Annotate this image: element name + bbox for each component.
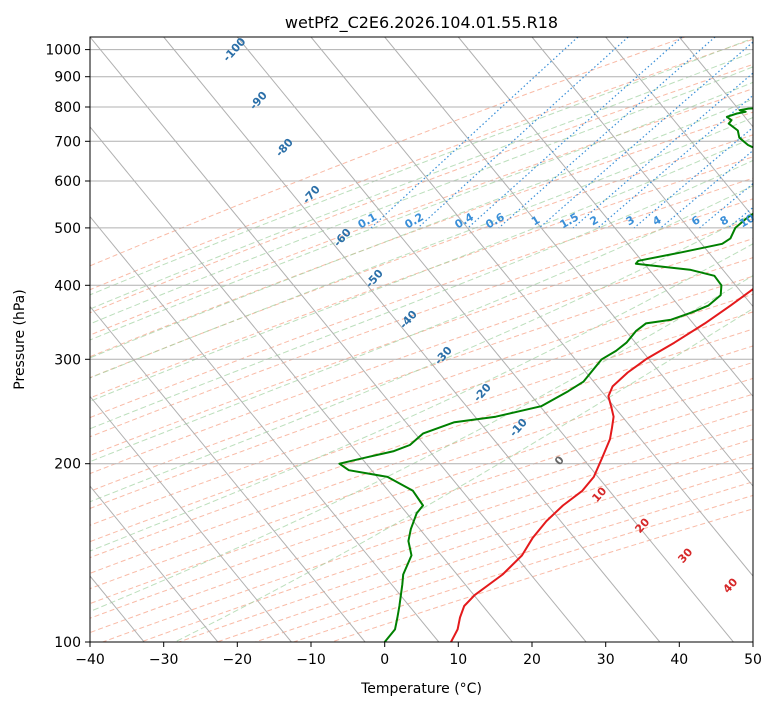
moist-adiabat-line <box>90 185 753 463</box>
moist-adiabat-line <box>90 81 753 341</box>
x-tick-label: −30 <box>149 652 179 668</box>
isotherm-line <box>90 395 292 642</box>
temperature-profile-line <box>450 287 753 642</box>
x-tick-label: −10 <box>296 652 326 668</box>
x-tick-label: −40 <box>75 652 105 668</box>
moist-adiabat-line <box>90 116 753 379</box>
y-tick-label: 800 <box>54 100 81 116</box>
isotherm-line <box>605 37 753 218</box>
mixing-ratio-line <box>539 41 753 229</box>
dry-adiabat-line <box>90 37 686 267</box>
x-tick-label: 0 <box>380 652 389 668</box>
moist-adiabat-line <box>90 159 753 430</box>
x-tick-label: −20 <box>223 652 253 668</box>
mixing-ratio-line <box>417 37 629 229</box>
isotherm-line <box>457 37 753 398</box>
isotherm-line <box>90 215 440 642</box>
isotherm-line <box>310 37 753 577</box>
chart-title: wetPf2_C2E6.2026.104.01.55.R18 <box>285 13 558 33</box>
dry-adiabat-line <box>90 377 753 605</box>
x-tick-label: 10 <box>449 652 467 668</box>
y-tick-label: 100 <box>54 635 81 651</box>
mixing-ratio-line <box>572 72 753 229</box>
x-tick-label: 30 <box>597 652 615 668</box>
x-tick-label: 40 <box>670 652 688 668</box>
dry-adiabat-line <box>90 156 753 399</box>
isotherm-line <box>90 305 366 642</box>
isotherm-line <box>236 37 734 642</box>
y-tick-label: 300 <box>54 352 81 368</box>
isotherm-line <box>384 37 753 487</box>
isotherm-line <box>90 126 513 642</box>
plot-background <box>90 37 753 642</box>
dry-adiabat-line <box>90 361 753 590</box>
plot-frame <box>89 36 754 643</box>
moist-adiabat-line <box>90 37 753 296</box>
y-tick-label: 500 <box>54 221 81 237</box>
isotherm-line <box>531 37 753 308</box>
moist-adiabat-line <box>90 212 753 503</box>
x-tick-label: 50 <box>744 652 762 668</box>
dry-adiabat-line <box>90 311 753 543</box>
y-axis-label: Pressure (hPa) <box>12 289 28 389</box>
moist-adiabat-line <box>90 51 753 310</box>
series-group <box>338 107 753 642</box>
dry-adiabat-line <box>90 328 753 559</box>
isotherm-line <box>90 485 219 642</box>
isotherm-line <box>163 37 661 642</box>
y-tick-label: 600 <box>54 174 81 190</box>
isotherm-line <box>90 37 587 642</box>
y-tick-label: 400 <box>54 278 81 294</box>
y-tick-label: 1000 <box>45 43 81 59</box>
x-tick-label: 20 <box>523 652 541 668</box>
dewpoint-profile-line <box>338 107 753 642</box>
dry-adiabat-line <box>90 88 753 336</box>
moist-adiabat-line <box>90 137 753 402</box>
dry-adiabat-line <box>90 257 753 492</box>
dry-adiabat-line <box>90 275 753 510</box>
axes-group: −40 −30 −20 −10 0 10 20 30 40 50 100 200 300 400 500 60… <box>45 43 762 668</box>
dry-adiabat-line <box>90 177 753 419</box>
mixing-ratio-line <box>699 182 753 229</box>
dry-adiabat-line <box>90 293 753 526</box>
y-tick-label: 900 <box>54 70 81 86</box>
y-tick-label: 700 <box>54 134 81 150</box>
y-tick-label: 200 <box>54 457 81 473</box>
x-axis-label: Temperature (°C) <box>360 681 482 697</box>
dry-adiabat-line <box>90 345 753 574</box>
dry-adiabat-line <box>90 393 753 619</box>
moist-adiabat-line <box>90 66 753 325</box>
